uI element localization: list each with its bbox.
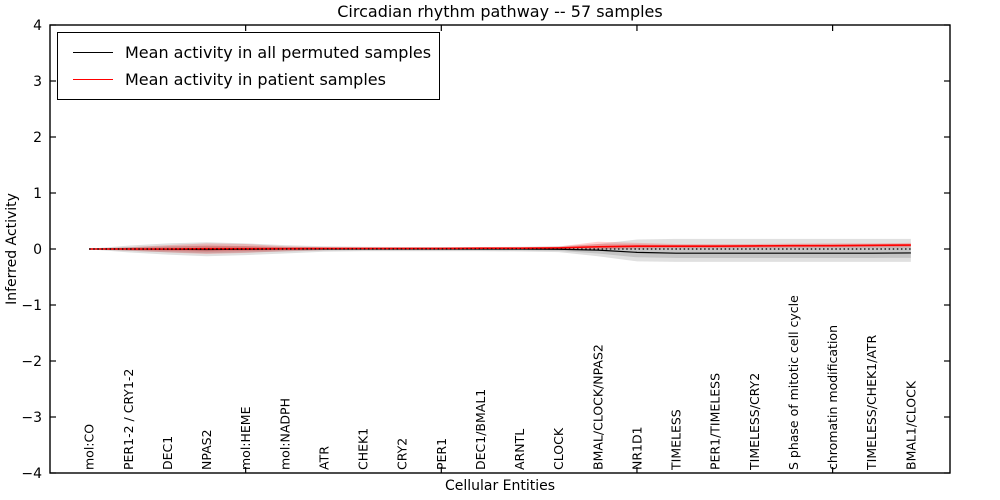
x-category-label: DEC1 [160,436,175,470]
x-category-label: NR1D1 [629,426,644,470]
x-category-label: TIMELESS/CRY2 [747,373,762,471]
y-tick-label: 1 [33,186,42,202]
y-tick-label: 4 [33,18,42,34]
y-tick-label: −4 [21,466,42,482]
patient-line-sample-icon [73,79,113,80]
x-category-label: CLOCK [551,427,566,470]
x-category-label: ATR [316,446,331,470]
x-category-label: BMAL/CLOCK/NPAS2 [590,344,605,470]
x-category-label: TIMELESS [669,409,684,471]
x-category-label: ARNTL [512,429,527,470]
x-category-label: PER1/TIMELESS [708,373,723,470]
y-tick-label: 2 [33,130,42,146]
y-tick-label: −1 [21,298,42,314]
x-category-label: chromatin modification [825,325,840,470]
chart-title: Circadian rhythm pathway -- 57 samples [337,2,663,21]
x-category-label: TIMELESS/CHEK1/ATR [864,334,879,471]
y-tick-label: 0 [33,242,42,258]
x-category-label: CRY2 [395,438,410,470]
x-category-label: DEC1/BMAL1 [473,389,488,470]
x-category-label: mol:HEME [238,406,253,470]
y-tick-label: 3 [33,74,42,90]
x-category-label: PER1-2 / CRY1-2 [121,369,136,470]
x-axis-label: Cellular Entities [444,478,556,494]
x-category-label: mol:NADPH [277,398,292,470]
x-category-label: BMAL1/CLOCK [903,380,918,470]
y-tick-label: −3 [21,410,42,426]
legend-label-permuted: Mean activity in all permuted samples [125,43,432,62]
patient-mean-line [89,244,911,250]
x-category-label: S phase of mitotic cell cycle [786,295,801,470]
legend-box: Mean activity in all permuted samples Me… [57,32,441,100]
x-category-label: CHEK1 [356,428,371,470]
x-category-label: mol:CO [82,424,97,470]
permuted-std-band [89,238,911,262]
legend-label-patient: Mean activity in patient samples [125,70,386,89]
x-category-label: PER1 [434,438,449,470]
permuted-line-sample-icon [73,52,113,53]
legend-entry-patient: Mean activity in patient samples [73,66,431,93]
y-tick-label: −2 [21,354,42,370]
y-axis-label: Inferred Activity [4,193,20,305]
legend-entry-permuted: Mean activity in all permuted samples [73,39,431,66]
x-category-label: NPAS2 [199,429,214,470]
